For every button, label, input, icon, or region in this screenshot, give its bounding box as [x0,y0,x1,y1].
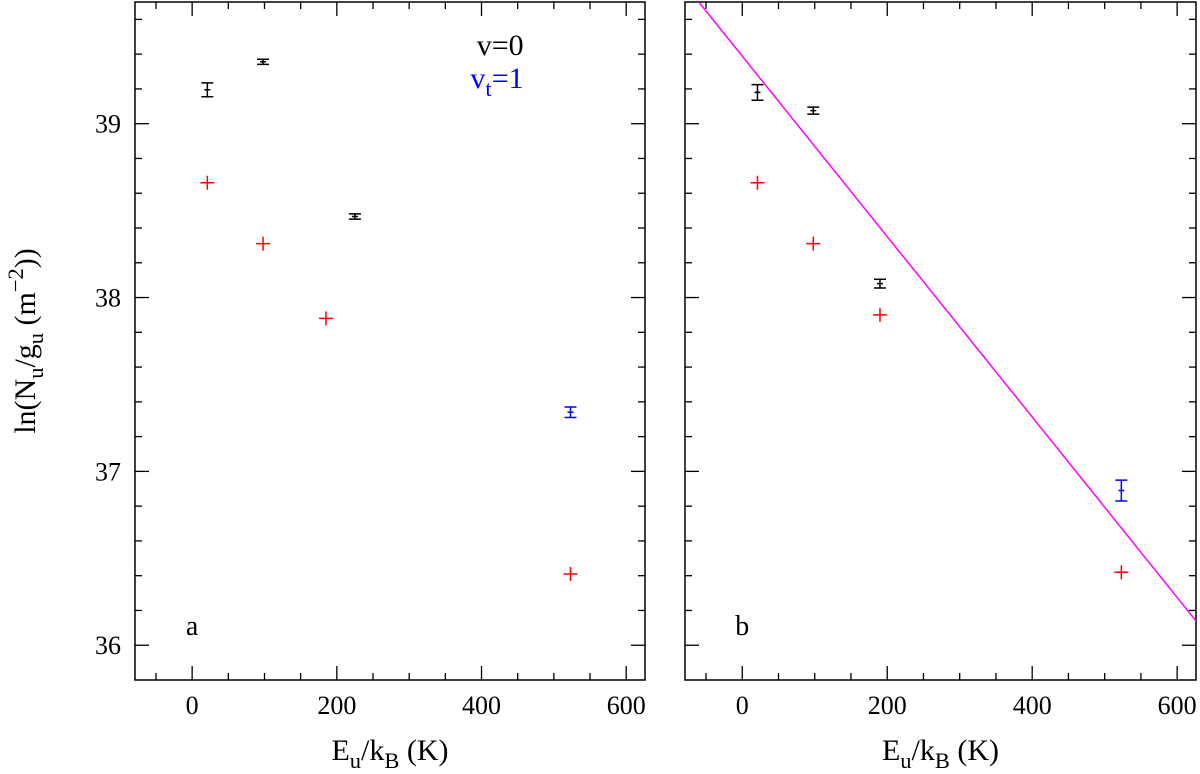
subscript: u [350,748,361,773]
error-bar [873,278,886,289]
text-part: (m [9,292,42,333]
plus-marker [318,311,333,326]
plus-marker [563,566,578,581]
x-tick-label: 200 [868,691,907,720]
x-tick-label: 600 [607,691,646,720]
superscript: −2 [3,268,28,292]
plus-marker [806,236,821,251]
legend-entry: v=0 [477,29,524,62]
x-tick-label: 400 [462,691,501,720]
error-bar [564,406,577,419]
plot-frame [134,1,646,681]
fit-line [698,2,1196,622]
subscript: u [23,333,48,344]
x-tick-label: 0 [736,691,749,720]
error-bar [348,213,361,220]
error-bar [807,106,820,115]
plus-marker [256,236,271,251]
x-tick-label: 600 [1158,691,1197,720]
text-part: /g [9,344,42,367]
subscript: u [900,748,911,773]
plus-marker [750,175,765,190]
y-axis-label: ln(Nu/gu (m−2)) [3,248,48,434]
panel-label: a [186,611,199,642]
x-axis-label: Eu/kB (K) [331,734,448,773]
y-tick-label: 38 [95,284,121,313]
text-part: (K) [950,734,999,767]
x-tick-label: 0 [186,691,199,720]
plus-marker [200,175,215,190]
plot-area [200,58,578,581]
error-bar [201,82,214,98]
subscript: B [935,748,950,773]
subscript: B [384,748,399,773]
error-bar [751,83,764,101]
error-bar [1115,479,1128,502]
y-tick-label: 39 [95,110,121,139]
text-part: v [470,62,485,95]
legend-entry: vt=1 [470,62,523,101]
plot-frame [684,1,1197,681]
x-tick-label: 400 [1013,691,1052,720]
subscript: u [23,368,48,379]
text-part: /k [361,734,384,767]
subscript: t [485,76,492,101]
y-tick-label: 37 [95,457,121,486]
y-tick-label: 36 [95,631,121,660]
error-bar [257,58,270,66]
text-part: v=0 [477,29,524,62]
plot-area [698,2,1196,622]
panel-label: b [735,611,749,642]
plus-marker [1114,565,1129,580]
text-part: (K) [399,734,448,767]
text-part: )) [9,248,42,268]
text-part: ln(N [9,379,42,434]
text-part: E [331,734,349,767]
text-part: E [882,734,900,767]
x-tick-label: 200 [317,691,356,720]
x-axis-label: Eu/kB (K) [882,734,999,773]
text-part: =1 [492,62,524,95]
text-part: /k [912,734,935,767]
plus-marker [872,307,887,322]
